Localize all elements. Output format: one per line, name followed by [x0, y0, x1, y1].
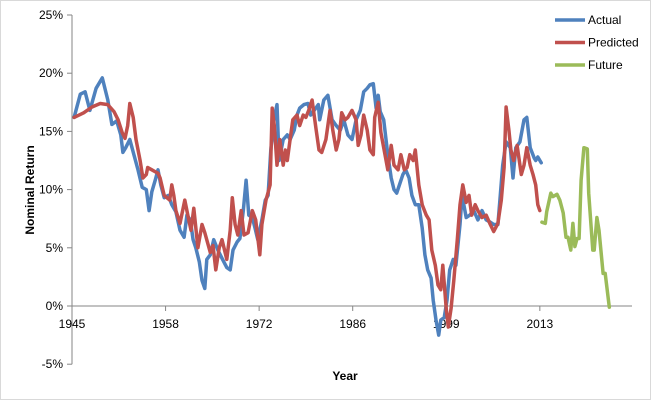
y-tick-label: 15% [39, 124, 63, 138]
y-tick-label: 10% [39, 183, 63, 197]
y-tick-label: 25% [39, 8, 63, 22]
x-axis-ticks: 1945 1958 1972 1986 1999 2013 [59, 306, 554, 331]
x-tick-label: 1972 [246, 317, 273, 331]
x-axis-title: Year [332, 369, 358, 383]
y-tick-label: 0% [46, 299, 64, 313]
x-tick-label: 1986 [339, 317, 366, 331]
x-tick-label: 1958 [152, 317, 179, 331]
y-tick-label: 20% [39, 66, 63, 80]
legend-label-future: Future [588, 58, 623, 72]
series-line-future [540, 145, 612, 309]
legend: Actual Predicted Future [555, 13, 639, 72]
y-tick-label: -5% [42, 357, 64, 371]
series-line-predicted [72, 98, 542, 329]
y-axis-ticks: -5% 0% 5% 10% 15% 20% 25% [39, 8, 72, 371]
legend-label-predicted: Predicted [588, 36, 639, 50]
legend-label-actual: Actual [588, 13, 621, 27]
x-tick-label: 2013 [526, 317, 553, 331]
series-lines [72, 76, 612, 337]
y-axis-title: Nominal Return [23, 145, 37, 234]
y-tick-label: 5% [46, 241, 64, 255]
